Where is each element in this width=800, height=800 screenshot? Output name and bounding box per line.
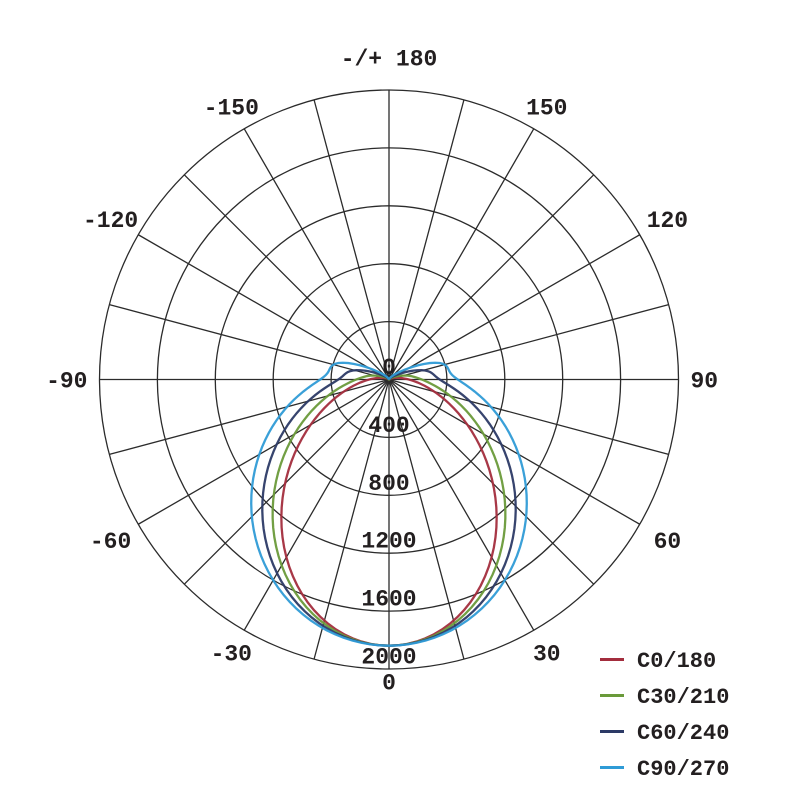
- svg-text:60: 60: [654, 529, 682, 555]
- svg-text:120: 120: [647, 208, 688, 234]
- svg-text:C90/270: C90/270: [637, 757, 729, 782]
- svg-text:-/+ 180: -/+ 180: [341, 47, 438, 73]
- svg-text:1200: 1200: [361, 529, 416, 555]
- svg-text:0: 0: [382, 355, 396, 381]
- svg-text:-90: -90: [46, 369, 87, 395]
- svg-text:C0/180: C0/180: [637, 649, 716, 674]
- svg-text:0: 0: [382, 671, 396, 697]
- svg-text:-120: -120: [83, 208, 138, 234]
- svg-text:30: 30: [533, 642, 561, 668]
- svg-text:400: 400: [368, 413, 409, 439]
- svg-text:-60: -60: [90, 529, 131, 555]
- svg-text:-150: -150: [204, 95, 259, 121]
- svg-text:90: 90: [691, 369, 719, 395]
- svg-text:C60/240: C60/240: [637, 721, 729, 746]
- svg-text:1600: 1600: [361, 587, 416, 613]
- svg-text:2000: 2000: [361, 645, 416, 671]
- svg-text:150: 150: [526, 95, 567, 121]
- svg-text:C30/210: C30/210: [637, 685, 729, 710]
- svg-text:-30: -30: [211, 642, 252, 668]
- svg-text:800: 800: [368, 471, 409, 497]
